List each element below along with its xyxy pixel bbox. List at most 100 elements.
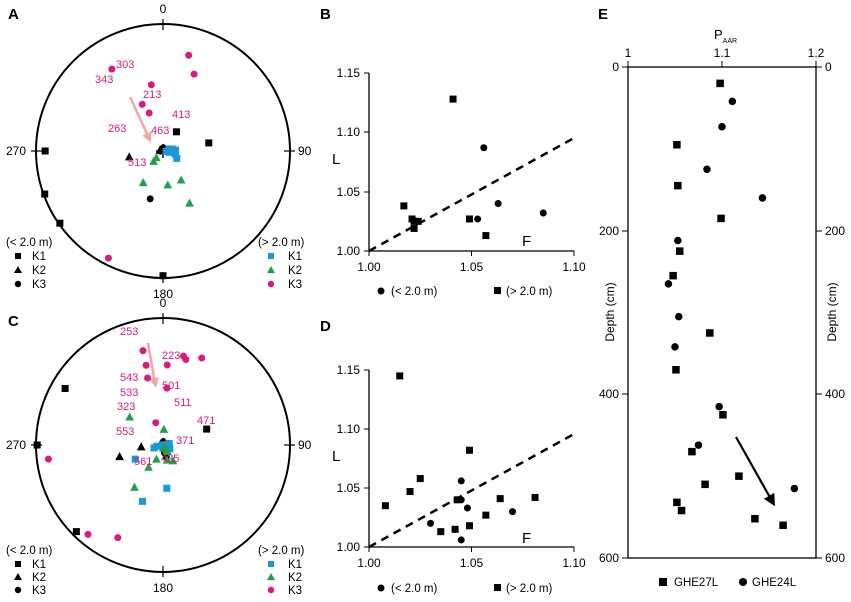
legend-title: (< 2.0 m) bbox=[6, 545, 53, 557]
legend-k1-marker bbox=[268, 253, 274, 259]
legend-label: GHE24L bbox=[752, 577, 797, 589]
legend-label: K1 bbox=[288, 559, 302, 571]
x-axis-label: PAAR bbox=[714, 27, 737, 45]
ghe24l-point bbox=[718, 122, 726, 131]
x-tick-label: 1.2 bbox=[808, 46, 825, 60]
k3-label: 263 bbox=[108, 123, 126, 135]
legend-label: K2 bbox=[288, 572, 302, 584]
y-tick-label-right: 0 bbox=[825, 60, 832, 74]
k1-low-point bbox=[72, 528, 80, 536]
ghe27l-point bbox=[672, 366, 680, 374]
k3-high-point bbox=[138, 100, 146, 108]
stereonet-a-trend-arrow bbox=[128, 96, 152, 143]
y-tick-label-left: 600 bbox=[599, 551, 619, 565]
stereonet-c-south: 180 bbox=[153, 581, 173, 595]
k1-low-point bbox=[33, 441, 41, 449]
k3-label: 501 bbox=[162, 380, 180, 392]
y-tick-label: 1.15 bbox=[337, 363, 361, 377]
legend-square-marker bbox=[494, 287, 501, 294]
k3-high-point bbox=[198, 354, 206, 362]
k3-high-point bbox=[163, 384, 171, 392]
circle-data-point bbox=[463, 504, 471, 512]
ghe24l-point bbox=[694, 441, 703, 449]
y-tick-label-right: 400 bbox=[825, 387, 845, 401]
square-data-point bbox=[451, 525, 459, 533]
legend-square-marker bbox=[659, 578, 667, 586]
k2-high-point bbox=[168, 456, 178, 465]
square-data-point bbox=[410, 217, 418, 225]
square-data-point bbox=[414, 217, 422, 225]
k1-high-point bbox=[173, 154, 181, 162]
y-tick-label: 1.05 bbox=[337, 481, 361, 495]
ghe27l-point bbox=[669, 271, 677, 280]
panel-label-b: B bbox=[320, 6, 331, 23]
k1-high-point bbox=[165, 439, 173, 447]
circle-data-point bbox=[480, 144, 488, 152]
k2-high-point bbox=[144, 462, 153, 471]
k3-high-point bbox=[104, 254, 112, 262]
k3-label: 533 bbox=[120, 387, 138, 399]
legend-label: (> 2.0 m) bbox=[506, 583, 553, 595]
stereonet-a: 0 180 270 90 303 343 213 413 263 463 513… bbox=[6, 2, 312, 301]
k3-label: 253 bbox=[120, 326, 138, 338]
k2-high-point bbox=[125, 412, 135, 421]
scatter-d: 1.00 1.05 1.10 1.00 1.05 1.10 1.15 F L (… bbox=[332, 363, 586, 595]
x-tick-label: 1.00 bbox=[357, 556, 381, 570]
stereonet-c-trend-arrow bbox=[146, 342, 160, 388]
k3-high-point bbox=[147, 81, 155, 89]
k3-high-point bbox=[142, 361, 150, 369]
legend-label: K2 bbox=[288, 265, 302, 277]
stereonet-c: 0 180 270 90 253 223 543 501 533 511 323… bbox=[6, 296, 312, 597]
k3-label: 463 bbox=[151, 125, 169, 137]
ghe24l-point bbox=[728, 97, 737, 106]
stereonet-c-east: 90 bbox=[298, 438, 312, 452]
legend-label: (< 2.0 m) bbox=[391, 286, 438, 298]
legend-label: K1 bbox=[32, 251, 46, 263]
k3-high-point bbox=[185, 51, 193, 59]
k2-low-point bbox=[136, 442, 146, 451]
k3-high-point bbox=[114, 534, 122, 542]
y-tick-label-right: 200 bbox=[825, 224, 845, 238]
k1-low-point bbox=[56, 219, 64, 227]
panel-label-e: E bbox=[598, 6, 608, 23]
k2-high-point bbox=[162, 445, 171, 454]
y-tick-label-right: 600 bbox=[825, 551, 845, 565]
panel-label-c: C bbox=[8, 313, 19, 330]
legend-circle-marker bbox=[377, 584, 385, 592]
k3-high-point bbox=[190, 70, 198, 78]
legend-label: K3 bbox=[288, 585, 302, 597]
k1-high-point bbox=[166, 445, 174, 453]
legend-k3-marker bbox=[14, 280, 22, 288]
k1-low-point bbox=[159, 272, 167, 280]
ghe27l-point bbox=[701, 480, 709, 489]
k3-label: 223 bbox=[162, 350, 180, 362]
y-axis-label-right: Depth (cm) bbox=[825, 282, 839, 341]
panel-label-d: D bbox=[320, 318, 331, 335]
legend-label: (< 2.0 m) bbox=[391, 583, 438, 595]
ghe24l-point bbox=[703, 165, 711, 174]
square-data-point bbox=[396, 372, 404, 380]
circle-data-point bbox=[509, 508, 516, 516]
ghe27l-point bbox=[674, 181, 682, 190]
depth-profile-frame bbox=[627, 66, 817, 559]
square-data-point bbox=[400, 202, 408, 210]
k3-high-point bbox=[152, 419, 160, 427]
k2-high-point bbox=[152, 153, 161, 162]
x-axis-label: F bbox=[522, 233, 531, 250]
legend-label: K1 bbox=[32, 559, 46, 571]
legend-circle-marker bbox=[377, 287, 385, 295]
k3-high-point bbox=[84, 530, 92, 538]
k2-high-point bbox=[162, 455, 172, 464]
legend-title: (> 2.0 m) bbox=[258, 545, 305, 557]
legend-label: K2 bbox=[32, 265, 46, 277]
square-data-point bbox=[449, 95, 457, 103]
ghe27l-point bbox=[706, 329, 714, 337]
square-data-point bbox=[531, 493, 539, 501]
legend-label: K3 bbox=[32, 279, 46, 291]
k1-low-point bbox=[172, 128, 180, 136]
ghe24l-point bbox=[715, 402, 723, 411]
stereonet-a-east: 90 bbox=[298, 144, 312, 158]
x-axis-label-sub: AAR bbox=[723, 38, 737, 45]
circle-data-point bbox=[457, 477, 465, 485]
legend-title: (> 2.0 m) bbox=[258, 237, 305, 249]
